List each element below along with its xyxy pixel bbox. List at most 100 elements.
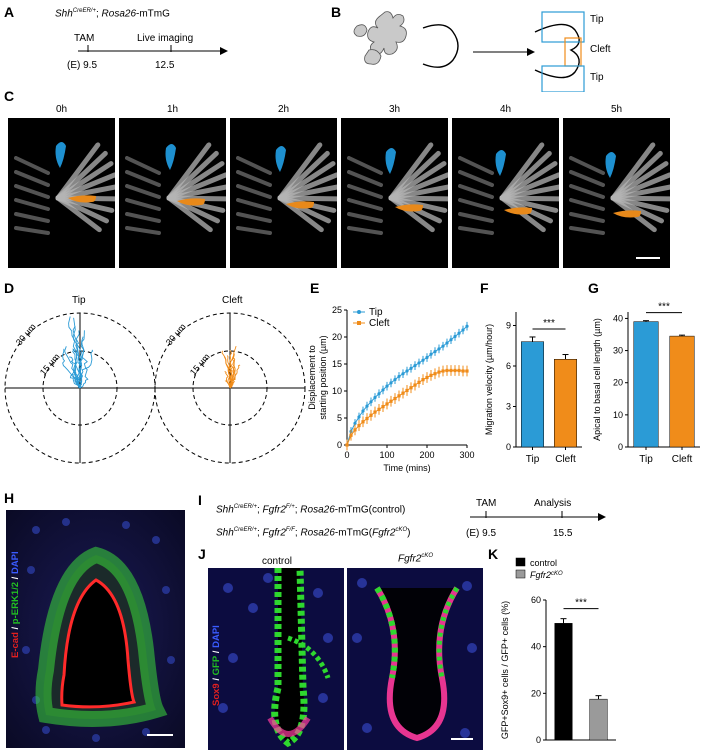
panel-label-f: F: [480, 280, 489, 296]
x-tick-label: Tip: [639, 454, 653, 465]
y-tick-label: 0: [536, 735, 541, 745]
cell-track: [69, 369, 81, 389]
panel-i-stage-start: (E) 9.5: [466, 528, 497, 539]
y-axis-label: starting position (µm): [318, 335, 328, 419]
cell-track: [76, 330, 85, 389]
gland-branch: [236, 226, 272, 235]
y-tick-label: 3: [506, 402, 511, 412]
panel-i-event-tam: TAM: [476, 498, 497, 509]
tip-cell-marker: [165, 144, 176, 170]
bar: [521, 341, 544, 448]
panel-i-genotype-control: ShhCreER/+; Fgfr2F/+; Rosa26-mTmG(contro…: [216, 504, 406, 516]
y-tick-label: 10: [332, 386, 342, 396]
panel-h-scale-bar: [147, 734, 173, 736]
cleft-cell-marker: [177, 198, 205, 206]
panel-label-a: A: [4, 4, 15, 20]
gland-branch: [125, 226, 161, 235]
gland-branch: [347, 198, 383, 211]
bar: [554, 623, 573, 741]
legend-label: Fgfr2cKO: [530, 570, 563, 580]
gland-branch: [14, 156, 50, 175]
gland-branch: [347, 212, 383, 223]
x-tick-label: Cleft: [555, 454, 576, 465]
panel-a-timeline: [78, 45, 228, 55]
panel-c-frame: [230, 118, 337, 268]
gland-branch: [569, 184, 605, 199]
gland-branch: [166, 195, 213, 233]
cell-track: [69, 356, 81, 389]
x-axis-label: Time (mins): [383, 463, 430, 473]
gland-branch: [125, 198, 161, 211]
gland-branch: [14, 226, 50, 235]
cell-track: [68, 316, 81, 389]
cell-track: [227, 345, 237, 389]
tip-cell-marker: [495, 150, 506, 176]
panel-i-timeline: [470, 511, 606, 521]
bar: [589, 698, 608, 741]
cleft-cell-marker: [286, 201, 314, 209]
panel-label-k: K: [488, 546, 499, 562]
cell-track: [79, 357, 89, 389]
legend-label: control: [530, 558, 557, 568]
panel-label-c: C: [4, 88, 15, 104]
gland-branch: [388, 195, 435, 233]
gland-branch: [458, 156, 494, 175]
panel-label-j: J: [198, 546, 206, 562]
panel-a-genotype: ShhCreER/+; Rosa26-mTmG: [55, 8, 170, 20]
gland-branch: [569, 198, 605, 211]
gland-branch: [236, 156, 272, 175]
gland-branch: [236, 184, 272, 199]
series-line: [346, 325, 468, 446]
panel-a-event-imaging: Live imaging: [137, 33, 194, 44]
gland-branch: [125, 184, 161, 199]
panel-e-chart: 0 5 10 15 20 25 0 100 200 300 Time (mins) Displacem…: [307, 305, 475, 473]
panel-h-legend: E-cad / p-ERK1/2 / DAPI: [10, 551, 21, 658]
panel-g-chart: 0 10 20 30 40 Apical to basal cell length (µm…: [592, 302, 700, 465]
y-tick-label: 0: [618, 442, 623, 452]
panel-c-frame: [563, 118, 670, 268]
y-tick-label: 0: [337, 440, 342, 450]
legend-swatch: [515, 569, 526, 579]
gland-branch: [125, 156, 161, 175]
polar-label-outer: 30 µm: [14, 322, 38, 348]
y-tick-label: 25: [332, 305, 342, 315]
panel-k-chart: 0 20 40 60 GFP+Sox9+ cells / GFP+ cells (%) *…: [500, 557, 616, 745]
gland-branch: [125, 212, 161, 223]
panel-j-col-cko: Fgfr2cKO: [398, 553, 434, 565]
cleft-cell-marker: [395, 204, 423, 212]
panel-c-frame: [341, 118, 448, 268]
panel-d-title: Cleft: [222, 295, 243, 306]
y-tick-label: 40: [613, 313, 623, 323]
gland-branch: [569, 156, 605, 175]
panel-j-image-cko: [347, 568, 483, 750]
gland-branch: [458, 184, 494, 199]
panel-b-cleft: Cleft: [590, 44, 611, 55]
gland-branch: [347, 226, 383, 235]
panel-label-b: B: [331, 4, 342, 20]
panel-i-event-analysis: Analysis: [534, 498, 572, 509]
y-axis-label: Apical to basal cell length (µm): [592, 318, 602, 441]
y-tick-label: 10: [613, 410, 623, 420]
panel-c-time-label: 2h: [277, 104, 290, 115]
significance-stars: ***: [543, 318, 555, 329]
cell-track: [229, 370, 235, 389]
y-tick-label: 40: [531, 642, 541, 652]
y-tick-label: 20: [332, 332, 342, 342]
y-tick-label: 30: [613, 346, 623, 356]
polar-label-inner: 15 µm: [188, 352, 212, 378]
series-line: [346, 370, 467, 446]
panel-label-i: I: [198, 492, 202, 508]
legend-marker: [357, 321, 361, 325]
y-tick-label: 15: [332, 359, 342, 369]
gland-branch: [569, 212, 605, 223]
y-tick-label: 9: [506, 321, 511, 331]
bar: [669, 335, 695, 448]
panel-j-col-control: control: [262, 556, 293, 567]
legend-marker: [357, 310, 361, 314]
gland-branch: [458, 226, 494, 235]
panel-f-chart: 0 3 6 9 Migration velocity (µm/hour) Tip Cleft…: [484, 312, 582, 465]
x-tick-label: Tip: [526, 454, 540, 465]
tip-top-box: [541, 11, 585, 43]
panel-c-time-label: 3h: [388, 104, 401, 115]
gland-branch: [125, 170, 161, 187]
